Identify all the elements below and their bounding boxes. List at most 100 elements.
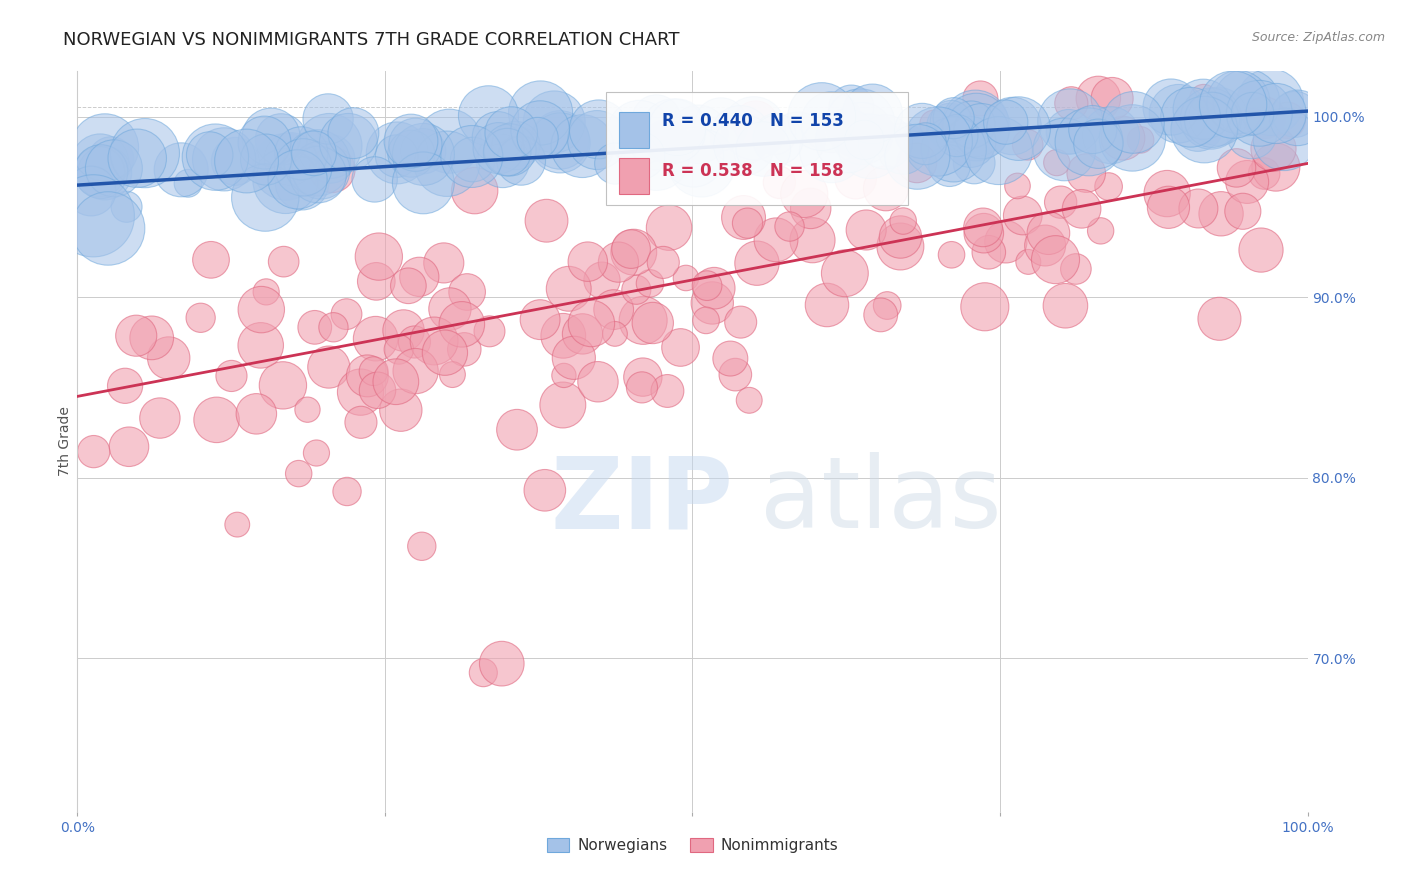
Point xyxy=(628,126,651,140)
Point xyxy=(548,136,571,150)
Point xyxy=(274,160,297,174)
Point xyxy=(307,156,329,170)
Point xyxy=(765,233,787,247)
Point xyxy=(356,368,378,383)
Point xyxy=(1286,111,1309,125)
Point xyxy=(127,151,149,165)
Point xyxy=(1236,95,1258,110)
Point xyxy=(548,133,571,147)
Point xyxy=(318,360,340,375)
Point xyxy=(190,310,212,325)
Point xyxy=(318,139,340,153)
Point xyxy=(1017,137,1039,152)
Point xyxy=(710,117,733,131)
Point xyxy=(477,109,499,123)
Point xyxy=(1199,112,1222,126)
FancyBboxPatch shape xyxy=(619,158,650,194)
Point xyxy=(820,144,842,158)
Point xyxy=(83,444,105,458)
Point xyxy=(1192,91,1215,105)
Point xyxy=(235,154,257,169)
Point xyxy=(620,242,643,256)
Point xyxy=(1241,106,1264,120)
Point xyxy=(922,117,945,131)
Point xyxy=(1253,167,1275,181)
Y-axis label: 7th Grade: 7th Grade xyxy=(58,407,72,476)
Point xyxy=(399,134,422,148)
Point xyxy=(1033,238,1056,252)
Point xyxy=(942,142,965,156)
Point xyxy=(562,351,585,365)
Point xyxy=(875,181,897,195)
Point xyxy=(405,364,427,378)
Text: R = 0.440   N = 153: R = 0.440 N = 153 xyxy=(662,112,844,130)
Point xyxy=(1167,106,1189,120)
Point xyxy=(703,281,725,295)
Point xyxy=(200,252,222,267)
Point xyxy=(938,159,960,173)
Point xyxy=(793,186,815,201)
Text: NORWEGIAN VS NONIMMIGRANTS 7TH GRADE CORRELATION CHART: NORWEGIAN VS NONIMMIGRANTS 7TH GRADE COR… xyxy=(63,31,679,49)
Point xyxy=(631,370,654,384)
Point xyxy=(730,128,752,143)
Point xyxy=(534,483,557,498)
Text: Source: ZipAtlas.com: Source: ZipAtlas.com xyxy=(1251,31,1385,45)
Point xyxy=(526,131,548,145)
Point xyxy=(367,250,389,264)
Point xyxy=(461,153,484,167)
Point xyxy=(89,165,111,179)
Point xyxy=(1099,128,1122,143)
Point xyxy=(942,111,965,125)
Point xyxy=(1087,136,1109,151)
Point xyxy=(973,226,995,240)
Point xyxy=(254,153,277,167)
Point xyxy=(93,166,115,180)
Point xyxy=(1081,122,1104,136)
Point xyxy=(290,146,312,161)
Point xyxy=(1225,161,1247,175)
Point xyxy=(1250,243,1272,257)
Text: ZIP: ZIP xyxy=(551,452,734,549)
Point xyxy=(488,141,510,155)
Point xyxy=(1187,202,1209,216)
Point xyxy=(103,161,125,176)
Point xyxy=(939,120,962,134)
Point xyxy=(297,402,319,417)
Point xyxy=(1227,95,1250,109)
Point xyxy=(499,143,522,157)
Point xyxy=(810,110,832,124)
Point xyxy=(1007,121,1029,136)
Point xyxy=(941,248,963,262)
Point xyxy=(316,112,339,126)
Point xyxy=(669,341,692,355)
Point xyxy=(412,176,434,190)
Point xyxy=(253,136,276,150)
Point xyxy=(250,302,273,317)
Point xyxy=(1274,132,1296,146)
Point xyxy=(392,324,415,338)
Point xyxy=(638,277,661,291)
Point xyxy=(969,91,991,105)
Point xyxy=(271,378,294,392)
Point xyxy=(439,134,461,148)
Point xyxy=(450,318,472,332)
Point xyxy=(319,152,342,166)
Point xyxy=(1059,114,1081,128)
Point xyxy=(149,411,172,425)
Point xyxy=(666,120,689,135)
Point xyxy=(987,144,1010,158)
Point xyxy=(763,127,786,141)
Point xyxy=(177,177,200,191)
Point xyxy=(607,255,630,269)
Point xyxy=(586,133,609,147)
Point xyxy=(1078,135,1101,149)
Point xyxy=(1054,299,1077,313)
Point xyxy=(363,172,385,186)
Point xyxy=(472,665,495,680)
Point xyxy=(939,114,962,128)
Point xyxy=(205,413,228,427)
Point xyxy=(274,174,297,188)
Point xyxy=(859,139,882,153)
Point xyxy=(623,245,645,260)
Point xyxy=(1157,200,1180,214)
